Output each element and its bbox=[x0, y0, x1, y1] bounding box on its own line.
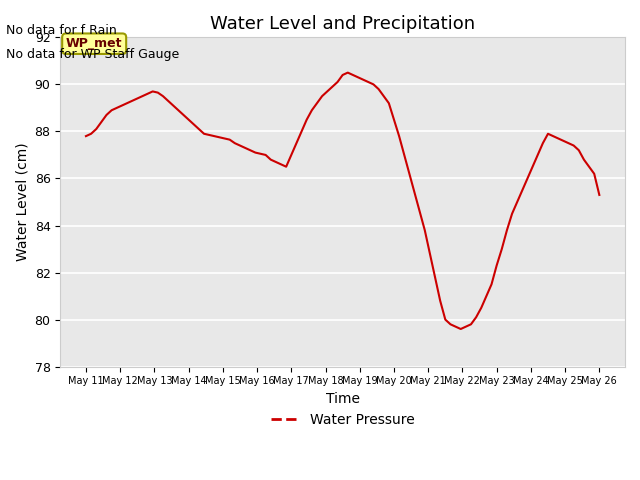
Y-axis label: Water Level (cm): Water Level (cm) bbox=[15, 143, 29, 261]
Text: No data for WP Staff Gauge: No data for WP Staff Gauge bbox=[6, 48, 180, 60]
X-axis label: Time: Time bbox=[326, 392, 360, 406]
Text: WP_met: WP_met bbox=[66, 37, 122, 50]
Legend: Water Pressure: Water Pressure bbox=[265, 407, 420, 432]
Text: No data for f Rain: No data for f Rain bbox=[6, 24, 117, 36]
Title: Water Level and Precipitation: Water Level and Precipitation bbox=[210, 15, 476, 33]
